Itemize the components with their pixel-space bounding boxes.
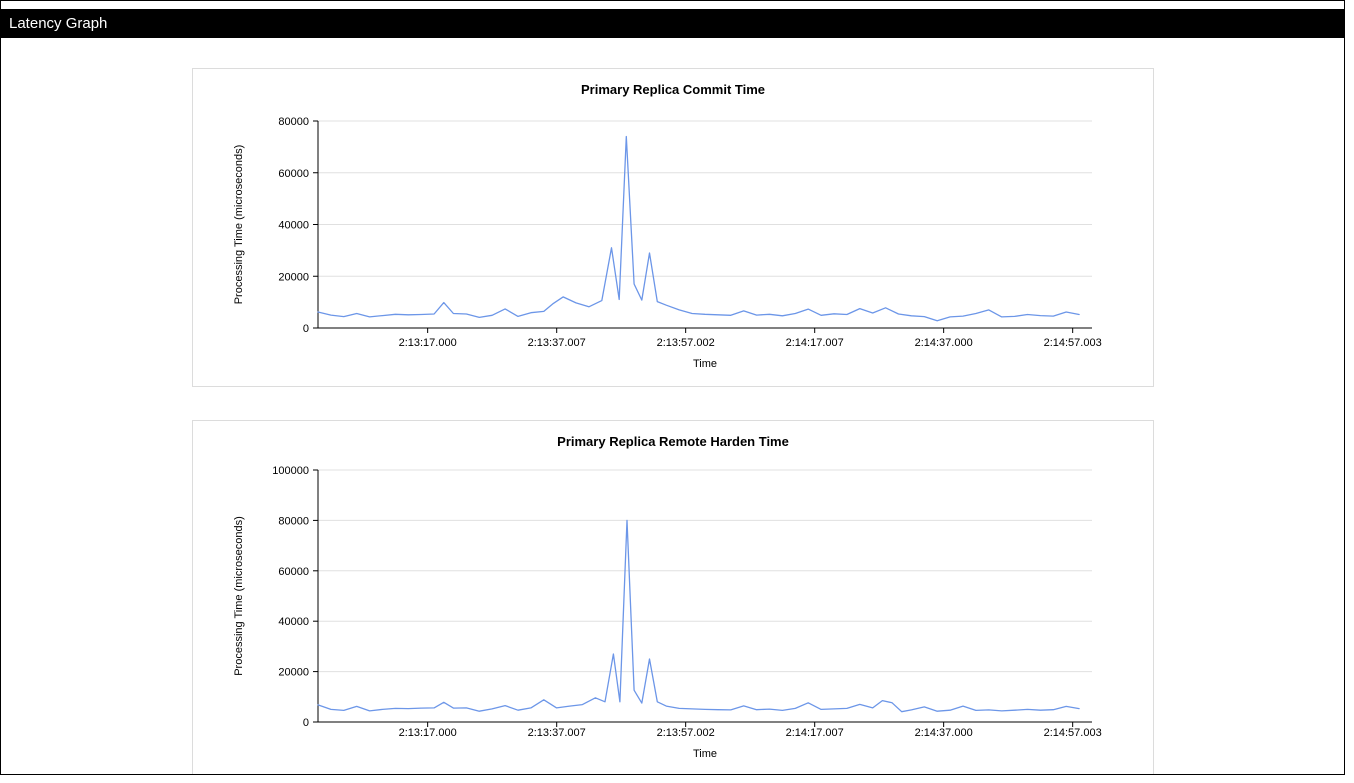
y-tick-label: 0	[303, 323, 309, 335]
y-tick-label: 60000	[278, 566, 309, 578]
x-tick-label: 2:13:57.002	[657, 337, 715, 349]
x-tick-label: 2:14:17.007	[786, 727, 844, 739]
axes	[317, 470, 1092, 723]
window-titlebar[interactable]: Latency Graph	[1, 9, 1344, 38]
y-tick-label: 100000	[272, 465, 309, 477]
x-axis-title: Time	[693, 748, 717, 760]
x-tick-label: 2:13:37.007	[528, 727, 586, 739]
tick-labels: 0 20000 40000 60000 80000 100000 2:13:17.000 2:…	[233, 465, 1102, 760]
x-tick-label: 2:13:17.000	[399, 727, 457, 739]
tick-marks	[313, 469, 1074, 727]
y-tick-label: 20000	[278, 667, 309, 679]
x-tick-label: 2:13:57.002	[657, 727, 715, 739]
gridlines	[318, 469, 1092, 723]
y-tick-label: 80000	[278, 116, 309, 128]
y-tick-label: 40000	[278, 220, 309, 232]
y-axis-title: Processing Time (microseconds)	[233, 516, 245, 676]
y-tick-label: 20000	[278, 271, 309, 283]
x-tick-label: 2:14:17.007	[786, 337, 844, 349]
tick-labels: 0 20000 40000 60000 80000 2:13:17.000 2:13:37.…	[233, 116, 1102, 370]
commit-time-line-chart: 0 20000 40000 60000 80000 2:13:17.000 2:13:37.…	[233, 116, 1102, 370]
x-axis-title: Time	[693, 358, 717, 370]
chart-title-remote-harden-time: Primary Replica Remote Harden Time	[557, 434, 789, 449]
y-tick-label: 0	[303, 717, 309, 729]
y-tick-label: 80000	[278, 515, 309, 527]
remote-harden-time-line-chart: 0 20000 40000 60000 80000 100000 2:13:17.000 2:…	[233, 465, 1102, 760]
x-tick-label: 2:13:17.000	[399, 337, 457, 349]
chart-panel-commit-time: Primary Replica Commit Time 0 20000 40000 6…	[192, 68, 1154, 387]
y-tick-label: 40000	[278, 616, 309, 628]
window-title: Latency Graph	[9, 15, 108, 32]
y-tick-label: 60000	[278, 168, 309, 180]
gridlines	[318, 120, 1092, 329]
chart-title-commit-time: Primary Replica Commit Time	[581, 82, 765, 97]
x-tick-label: 2:14:37.000	[915, 337, 973, 349]
tick-marks	[313, 120, 1074, 333]
y-axis-title: Processing Time (microseconds)	[233, 145, 245, 305]
x-tick-label: 2:14:57.003	[1044, 337, 1102, 349]
x-tick-label: 2:14:37.000	[915, 727, 973, 739]
chart-panel-remote-harden-time: Primary Replica Remote Harden Time 0 2000…	[192, 420, 1154, 774]
x-tick-label: 2:13:37.007	[528, 337, 586, 349]
x-tick-label: 2:14:57.003	[1044, 727, 1102, 739]
series-line	[317, 135, 1080, 322]
series-line	[317, 519, 1080, 713]
